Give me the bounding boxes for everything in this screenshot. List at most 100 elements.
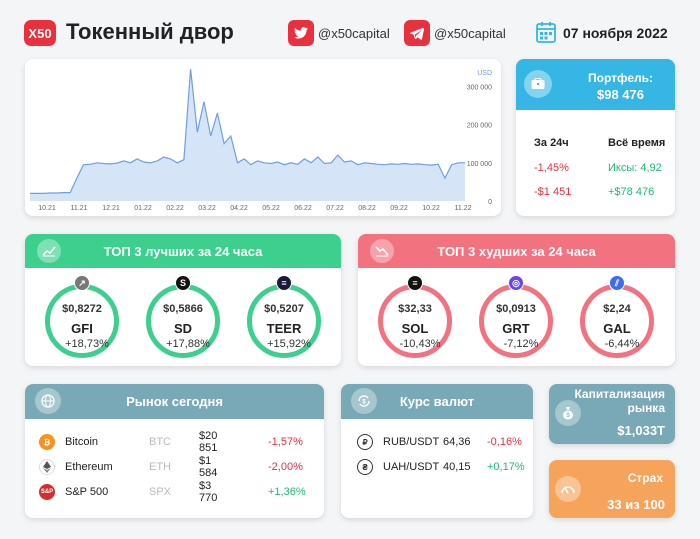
portfolio-chart: 0 100 000 200 000 300 000 USD 10.21 11.21 12.21…	[30, 69, 492, 212]
x-tick-label: 06.22	[294, 205, 312, 212]
fx-header: $ Курс валют	[341, 384, 533, 419]
market-cap-title: Капитализация рынка	[574, 387, 665, 415]
token-symbol: SD	[173, 321, 193, 336]
x-tick-label: 11.21	[71, 205, 88, 212]
page-title: Токенный двор	[66, 19, 234, 44]
date-label: 07 ноября 2022	[563, 25, 668, 41]
top-worst-header: ТОП 3 худших за 24 часа	[358, 234, 675, 268]
fx-change: +0,17%	[487, 461, 525, 473]
token-symbol: GRT	[502, 321, 530, 336]
chart-up-icon	[37, 239, 61, 263]
token-ring-2[interactable]: ≡ $0,5207 TEER	[247, 275, 321, 358]
token-symbol: GFI	[71, 321, 93, 336]
token-change: +18,73%	[65, 338, 109, 350]
x-tick-label: 03.22	[198, 205, 216, 212]
telegram-handle[interactable]: @x50capital	[434, 26, 506, 41]
col-24h-head: За 24ч	[534, 137, 569, 149]
market-change: -2,00%	[268, 461, 303, 473]
y-tick-label: 0	[488, 199, 492, 206]
portfolio-card: Портфель: $98 476 За 24ч Всё время -1,45…	[516, 59, 675, 216]
chart-line	[30, 69, 465, 194]
token-price: $0,5207	[264, 303, 304, 315]
market-cap-card: $ Капитализация рынка $1,033T	[549, 384, 675, 444]
token-ring-1[interactable]: S $0,5866 SD	[146, 275, 220, 358]
hryvnia-icon: ₴	[357, 459, 373, 475]
y-tick-label: 300 000	[467, 84, 492, 91]
token-symbol: GAL	[603, 321, 631, 336]
sp500-icon: S&P	[39, 484, 55, 500]
token-ring-0[interactable]: ↗ $0,8272 GFI	[45, 275, 119, 358]
fx-card: $ Курс валют ₽ RUB/USDT 64,36 -0,16% ₴ U…	[341, 384, 533, 518]
top-worst-title: ТОП 3 худших за 24 часа	[437, 243, 596, 259]
token-price: $32,33	[398, 303, 432, 315]
chart-area	[30, 69, 465, 201]
gal-logo-icon: ⫽	[609, 275, 625, 291]
fx-price: 40,15	[443, 461, 471, 473]
bitcoin-icon: ₿	[39, 434, 55, 450]
top-worst-card: ТОП 3 худших за 24 часа ≡ $32,33 SOL -10,43…	[358, 234, 675, 366]
y-tick-label: 200 000	[467, 123, 492, 130]
market-price: $1 584	[199, 455, 218, 479]
market-name: S&P 500	[65, 486, 109, 498]
svg-text:$: $	[362, 400, 366, 406]
telegram-icon[interactable]	[404, 20, 430, 46]
market-row-sp500[interactable]: S&P S&P 500 SPX $3 770 +1,36%	[39, 480, 306, 504]
usd-alltime: +$78 476	[608, 186, 655, 198]
token-change: +15,92%	[267, 338, 311, 350]
currency-label: USD	[477, 70, 492, 77]
token-symbol: TEER	[266, 321, 302, 336]
market-row-ethereum[interactable]: Ethereum ETH $1 584 -2,00%	[39, 455, 303, 479]
fx-pair: UAH/USDT	[383, 461, 440, 473]
calendar-icon	[536, 21, 556, 43]
x-tick-label: 12.21	[102, 205, 120, 212]
market-change: -1,57%	[268, 436, 303, 448]
market-title: Рынок сегодня	[126, 394, 223, 409]
x-tick-label: 02.22	[166, 205, 184, 212]
multiplier-alltime: Иксы: 4,92	[608, 162, 662, 174]
x-tick-label: 10.21	[38, 205, 56, 212]
grt-logo-icon: ◎	[508, 275, 524, 291]
exchange-icon: $	[351, 388, 377, 414]
token-change: -6,44%	[604, 338, 640, 350]
token-price: $0,8272	[62, 303, 102, 315]
token-change: -10,43%	[399, 338, 441, 350]
top-best-title: ТОП 3 лучших за 24 часа	[103, 243, 263, 259]
fear-title: Страх	[627, 471, 663, 485]
fx-row-uah[interactable]: ₴ UAH/USDT 40,15 +0,17%	[357, 458, 525, 476]
ruble-icon: ₽	[357, 434, 373, 450]
fx-row-rub[interactable]: ₽ RUB/USDT 64,36 -0,16%	[357, 433, 522, 451]
token-change: -7,12%	[503, 338, 539, 350]
x-tick-label: 07.22	[326, 205, 344, 212]
teer-logo-icon: ≡	[276, 275, 292, 291]
token-ring-0[interactable]: ≡ $32,33 SOL	[378, 275, 452, 358]
market-row-bitcoin[interactable]: ₿ Bitcoin BTC $20 851 -1,57%	[39, 430, 303, 454]
fx-title: Курс валют	[399, 394, 475, 409]
fear-value: 33 из 100	[607, 497, 665, 512]
token-price: $2,24	[603, 303, 631, 315]
fx-price: 64,36	[443, 436, 471, 448]
fx-pair: RUB/USDT	[383, 436, 440, 448]
pct-24h: -1,45%	[534, 162, 569, 174]
token-ring-1[interactable]: ◎ $0,0913 GRT	[479, 275, 553, 358]
money-bag-icon: $	[555, 400, 581, 426]
token-symbol: SOL	[401, 321, 429, 336]
market-price: $3 770	[199, 480, 218, 504]
twitter-icon[interactable]	[288, 20, 314, 46]
usd-24h: -$1 451	[534, 186, 572, 198]
globe-icon	[35, 388, 61, 414]
svg-text:$: $	[566, 413, 570, 419]
market-change: +1,36%	[268, 486, 306, 498]
portfolio-title: Портфель:	[587, 71, 653, 85]
twitter-handle[interactable]: @x50capital	[318, 26, 390, 41]
chart-down-icon	[370, 239, 394, 263]
market-price: $20 851	[199, 430, 218, 454]
portfolio-chart-card: 0 100 000 200 000 300 000 USD 10.21 11.21 12.21…	[25, 59, 501, 216]
y-tick-label: 100 000	[467, 161, 492, 168]
x-tick-label: 08.22	[358, 205, 376, 212]
token-ring-2[interactable]: ⫽ $2,24 GAL	[580, 275, 654, 358]
market-ticker: ETH	[149, 461, 171, 473]
sol-logo-icon: ≡	[407, 275, 423, 291]
market-ticker: BTC	[149, 436, 171, 448]
x-tick-label: 11.22	[455, 205, 472, 212]
token-price: $0,0913	[496, 303, 536, 315]
